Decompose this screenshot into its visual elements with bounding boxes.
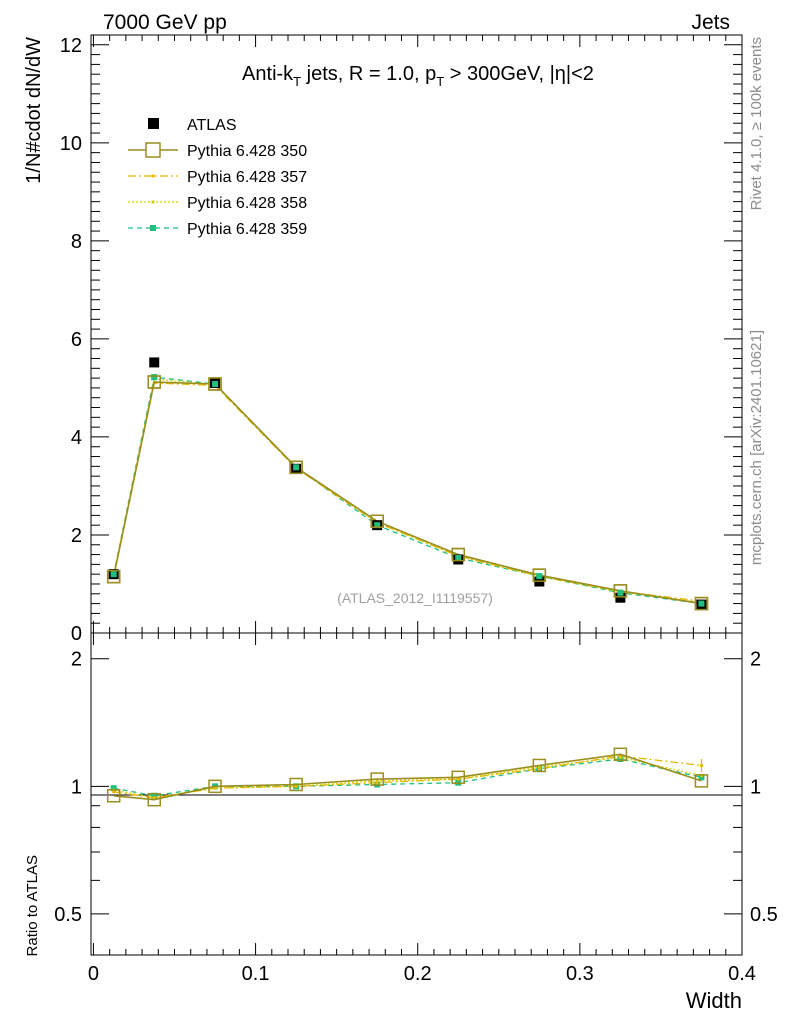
- series-point-ratio: [152, 796, 156, 800]
- legend-marker: [150, 225, 156, 231]
- series-point-ratio: [110, 785, 117, 792]
- series-point-main-top: [110, 571, 117, 578]
- collision-energy-label: 7000 GeV pp: [103, 11, 227, 34]
- title-mid: jets, R = 1.0, p: [301, 63, 436, 85]
- series-point-ratio: [370, 772, 384, 786]
- x-tick-label: 0.3: [566, 963, 594, 985]
- y-tick-label-main: 0: [71, 623, 82, 645]
- legend: ATLAS Pythia 6.428 350 Pythia 6.428 357 Pyt…: [128, 117, 307, 238]
- series-point-main-top: [151, 374, 158, 381]
- plot-title: Anti-kT jets, R = 1.0, pT > 300GeV, |η|<…: [242, 63, 594, 89]
- rivet-label: Rivet 4.1.0, ≥ 100k events: [748, 37, 765, 210]
- series-point-ratio: [289, 777, 303, 792]
- series-point-main-top: [374, 522, 381, 529]
- atlas-data-point: [149, 357, 160, 368]
- y-tick-label-main: 12: [60, 35, 82, 57]
- series-point-main-top: [147, 375, 161, 389]
- y-tick-label-ratio: 1: [71, 776, 82, 798]
- y-axis-title-ratio: Ratio to ATLAS: [24, 855, 41, 956]
- series-point-ratio: [613, 747, 628, 762]
- atlas-data-point: [615, 592, 626, 603]
- series-line-main: [113, 376, 702, 605]
- legend-marker: [151, 174, 155, 178]
- title-prefix: Anti-k: [242, 63, 294, 85]
- series-point-ratio: [456, 777, 460, 781]
- series-line-ratio: [113, 756, 702, 799]
- y-tick-label-main: 6: [71, 329, 82, 351]
- series-point-main-top: [613, 584, 628, 598]
- legend-label: Pythia 6.428 358: [187, 195, 307, 212]
- legend-atlas-label: ATLAS: [187, 117, 237, 134]
- y-tick-label-main: 4: [71, 427, 82, 449]
- series-point-main-top: [694, 596, 709, 611]
- series-point-main-top: [451, 547, 466, 562]
- y-tick-label-ratio-right: 0.5: [750, 904, 778, 926]
- series-point-main-top: [106, 569, 121, 584]
- y-tick-label-main: 8: [71, 231, 82, 253]
- legend-atlas-marker: [148, 118, 159, 129]
- series-point-main-top: [532, 568, 547, 582]
- series-point-ratio: [694, 774, 709, 788]
- series-point-main-top: [536, 573, 543, 580]
- y-tick-label-ratio: 0.5: [54, 904, 82, 926]
- legend-marker: [151, 200, 155, 204]
- x-tick-label: 0.4: [728, 963, 756, 985]
- legend-marker: [145, 142, 161, 158]
- y-tick-label-ratio-right: 2: [750, 649, 761, 671]
- main-plot-series: [106, 357, 709, 611]
- series-point-ratio: [451, 770, 466, 785]
- series-line-ratio: [113, 755, 702, 799]
- series-point-main-top: [208, 377, 222, 391]
- category-label: Jets: [691, 11, 730, 34]
- series-point-main-top: [370, 514, 384, 528]
- series-point-ratio: [151, 792, 158, 799]
- x-axis-title: Width: [686, 988, 742, 1013]
- series-line-ratio: [113, 753, 702, 801]
- title-sub1: T: [293, 74, 301, 89]
- y-tick-label-main: 10: [60, 133, 82, 155]
- title-suffix: > 300GeV, |η|<2: [444, 63, 594, 85]
- series-point-ratio: [537, 767, 541, 771]
- ratio-plot-series: [106, 747, 709, 807]
- series-point-ratio: [112, 790, 116, 794]
- series-point-ratio: [294, 784, 298, 788]
- y-axis-title-main: 1/N#cdot dN/dW: [23, 37, 45, 184]
- x-tick-label: 0: [88, 963, 99, 985]
- series-point-main-top: [289, 460, 303, 475]
- series-line-main: [113, 378, 702, 604]
- ratio-plot-frame: [90, 632, 743, 956]
- series-point-ratio: [213, 786, 217, 790]
- series-line-main: [113, 382, 702, 602]
- series-point-main-top: [698, 600, 705, 607]
- title-sub2: T: [436, 74, 444, 89]
- legend-label: Pythia 6.428 359: [187, 221, 307, 238]
- analysis-label: (ATLAS_2012_I1119557): [337, 590, 493, 606]
- x-tick-label: 0.2: [404, 963, 432, 985]
- series-point-ratio: [208, 779, 222, 794]
- y-tick-label-ratio-right: 1: [750, 776, 761, 798]
- series-point-ratio: [106, 789, 121, 803]
- series-point-main-top: [293, 464, 300, 471]
- series-line-main: [112, 381, 702, 605]
- series-point-ratio: [375, 781, 379, 785]
- series-point-main-top: [455, 555, 462, 562]
- series-point-ratio: [147, 792, 161, 807]
- x-tick-label: 0.1: [242, 963, 270, 985]
- legend-label: Pythia 6.428 350: [187, 143, 307, 160]
- series-point-ratio: [698, 774, 705, 781]
- legend-label: Pythia 6.428 357: [187, 169, 307, 186]
- y-tick-label-main: 2: [71, 525, 82, 547]
- series-point-main-top: [617, 589, 624, 596]
- mcplots-label: mcplots.cern.ch [arXiv:2401.10621]: [748, 330, 765, 565]
- series-point-ratio: [532, 758, 547, 773]
- y-tick-label-ratio: 2: [71, 649, 82, 671]
- series-point-main-top: [212, 380, 219, 387]
